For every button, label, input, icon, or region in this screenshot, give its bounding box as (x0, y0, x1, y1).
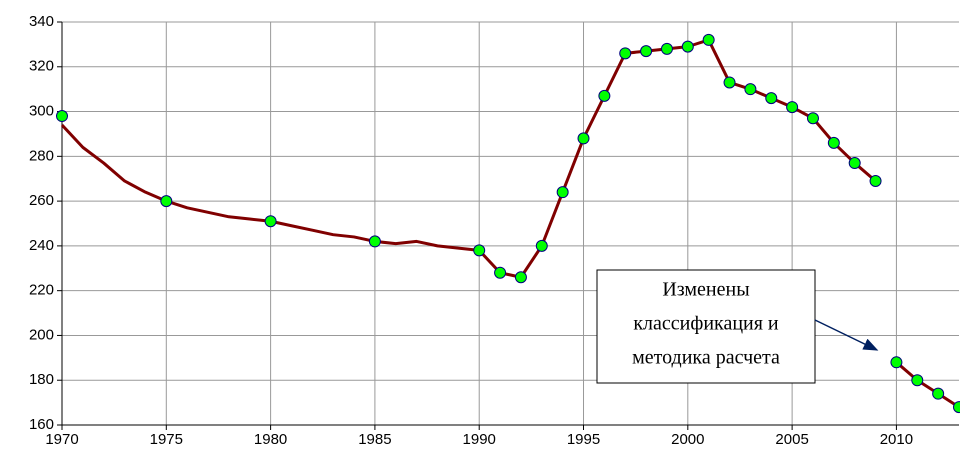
y-tick-label: 280 (29, 147, 54, 164)
x-tick-label: 1975 (150, 431, 183, 448)
point (724, 77, 735, 88)
annotation-line: Изменены (662, 279, 749, 301)
point (912, 375, 923, 386)
point (557, 187, 568, 198)
y-tick-label: 300 (29, 103, 54, 120)
marks (57, 34, 960, 412)
point (870, 175, 881, 186)
point (682, 41, 693, 52)
point (641, 46, 652, 57)
y-tick-label: 320 (29, 58, 54, 75)
x-tick-label: 2000 (671, 431, 704, 448)
point (745, 84, 756, 95)
x-tick-label: 2005 (775, 431, 808, 448)
point (828, 137, 839, 148)
point (495, 267, 506, 278)
point (515, 272, 526, 283)
point (265, 216, 276, 227)
point (578, 133, 589, 144)
series-line (62, 40, 876, 277)
point (703, 34, 714, 45)
point (766, 93, 777, 104)
y-tick-label: 200 (29, 326, 54, 343)
x-tick-label: 1990 (463, 431, 496, 448)
point (661, 43, 672, 54)
point (161, 196, 172, 207)
point (891, 357, 902, 368)
annotation-line: классификация и (633, 313, 779, 335)
point (620, 48, 631, 59)
x-tick-label: 2010 (880, 431, 913, 448)
y-tick-label: 220 (29, 282, 54, 299)
y-tick-label: 340 (29, 13, 54, 30)
y-tick-label: 260 (29, 192, 54, 209)
annotation-line: методика расчета (632, 347, 780, 369)
point (599, 90, 610, 101)
x-tick-label: 1985 (358, 431, 391, 448)
x-tick-label: 1980 (254, 431, 287, 448)
point (787, 102, 798, 113)
point (849, 158, 860, 169)
point (474, 245, 485, 256)
series-line (896, 362, 959, 407)
point (933, 388, 944, 399)
point (57, 111, 68, 122)
y-tick-label: 240 (29, 237, 54, 254)
x-tick-label: 1970 (45, 431, 78, 448)
point (954, 402, 960, 413)
point (369, 236, 380, 247)
x-tick-label: 1995 (567, 431, 600, 448)
point (536, 240, 547, 251)
point (807, 113, 818, 124)
y-tick-label: 180 (29, 371, 54, 388)
